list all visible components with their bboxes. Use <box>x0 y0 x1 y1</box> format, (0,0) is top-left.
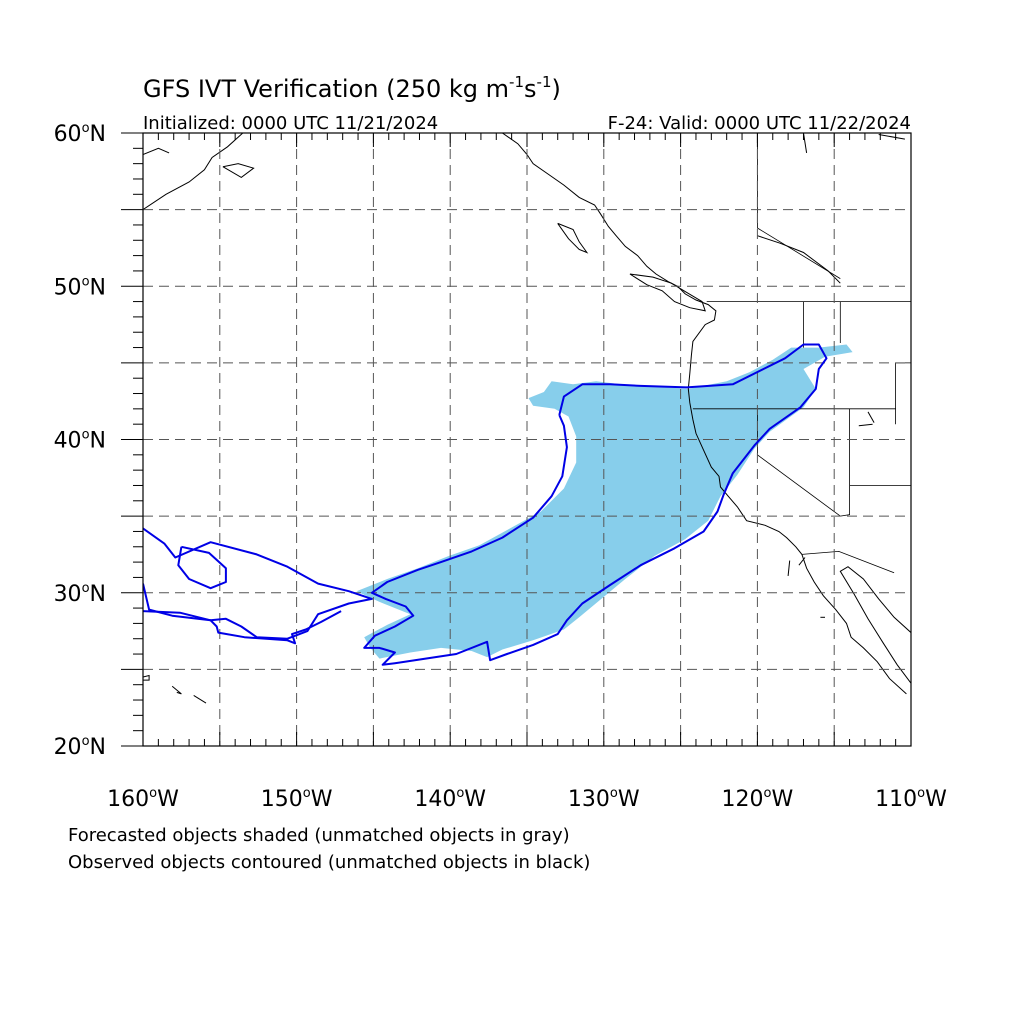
map-plot-area <box>143 133 911 746</box>
coastline-segment <box>502 133 907 695</box>
coastline-segment <box>222 163 255 178</box>
coastline-segment <box>839 566 911 684</box>
valid-time-label: F-24: Valid: 0000 UTC 11/22/2024 <box>608 113 911 134</box>
coastline-segment <box>193 694 207 704</box>
border-segment <box>895 362 911 425</box>
gridlines <box>143 133 911 746</box>
title-end: ) <box>552 75 561 103</box>
lon-tick-label: 110oW <box>875 786 947 812</box>
title-sup1: -1 <box>509 73 524 91</box>
lon-tick-label: 130oW <box>568 786 640 812</box>
forecast-objects <box>356 344 853 659</box>
axis-labels: 160oW 150oW 140oW 130oW 120oW 110oW 60oN 50oN 40… <box>54 121 948 812</box>
coastline-segment <box>867 411 875 423</box>
coastline-segment <box>798 557 806 566</box>
observed-ivt-contour <box>143 583 342 645</box>
lon-tick-label: 160oW <box>107 786 179 812</box>
coastline-segment <box>143 674 150 681</box>
border-segment <box>801 550 895 574</box>
coastline-segment <box>171 685 182 695</box>
legend-forecast-text: Forecasted objects shaded (unmatched obj… <box>68 825 570 846</box>
title-sup2: -1 <box>537 73 552 91</box>
init-time-label: Initialized: 0000 UTC 11/21/2024 <box>143 113 438 134</box>
coastline-segment <box>858 423 873 427</box>
coastline-segment <box>787 560 791 576</box>
lat-tick-label: 60oN <box>54 121 106 147</box>
observed-ivt-contour <box>143 527 373 640</box>
legend-observed-text: Observed objects contoured (unmatched ob… <box>68 852 591 873</box>
coastline-segment <box>557 222 589 254</box>
observed-ivt-contour <box>177 545 227 590</box>
lat-tick-label: 40oN <box>54 428 106 454</box>
coastline-segment <box>757 235 841 284</box>
coastline-segment <box>143 147 170 155</box>
border-segment <box>840 408 850 517</box>
lat-tick-label: 20oN <box>54 734 106 760</box>
observed-contours <box>143 343 828 666</box>
title-main: GFS IVT Verification (250 kg m <box>143 75 509 103</box>
title-mid: s <box>524 75 537 103</box>
border-segment <box>757 133 841 279</box>
map-frame <box>142 132 912 747</box>
coastline-segment <box>143 133 244 211</box>
coastline-segment <box>629 273 706 312</box>
axis-ticks <box>121 132 912 747</box>
lat-tick-label: 50oN <box>54 274 106 300</box>
lon-tick-label: 120oW <box>722 786 794 812</box>
observed-ivt-contour <box>363 343 828 666</box>
lat-tick-label: 30oN <box>54 581 106 607</box>
lon-tick-label: 140oW <box>414 786 486 812</box>
forecast-ivt-object <box>356 344 853 659</box>
figure-title: GFS IVT Verification (250 kg m-1s-1) <box>143 73 561 103</box>
coastline-segment <box>878 134 905 140</box>
lon-tick-label: 150oW <box>261 786 333 812</box>
coastlines <box>143 133 911 704</box>
coastline-segment <box>803 133 808 153</box>
